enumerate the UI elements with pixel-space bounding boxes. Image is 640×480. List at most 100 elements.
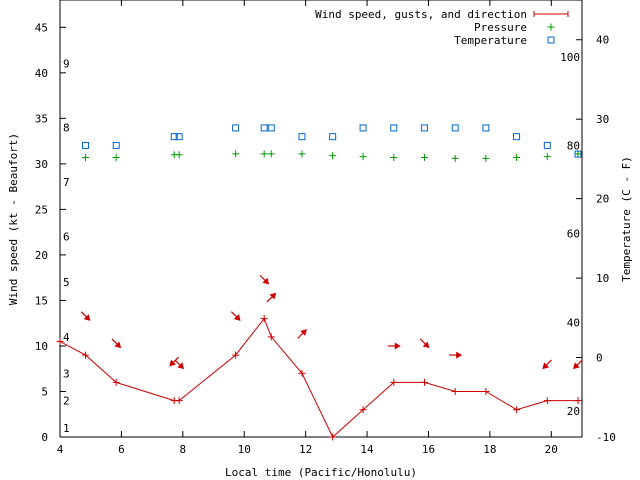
pressure-point xyxy=(482,154,490,162)
wind-arrow-head xyxy=(262,277,270,285)
wind-arrow-head xyxy=(573,362,580,370)
temperature-point xyxy=(451,124,459,132)
y-tick-label: 45 xyxy=(35,21,48,34)
beaufort-label: 4 xyxy=(63,331,70,344)
x-tick-label: 14 xyxy=(360,443,374,456)
pressure-point xyxy=(175,151,183,159)
y2-axis-label: Temperature (C - F) xyxy=(620,156,633,282)
wind-direction-arrow xyxy=(573,359,583,370)
wind-arrow-head xyxy=(114,341,122,349)
temperature-point xyxy=(420,124,428,132)
x-tick-label: 12 xyxy=(299,443,312,456)
temperature-point xyxy=(232,124,240,132)
beaufort-label: 7 xyxy=(63,176,70,189)
legend-label: Wind speed, gusts, and direction xyxy=(315,8,527,21)
pressure-point xyxy=(329,152,337,160)
beaufort-label: 8 xyxy=(63,121,70,134)
y-tick-label: 40 xyxy=(35,67,48,80)
legend-label: Pressure xyxy=(474,21,527,34)
pressure-point xyxy=(81,154,89,162)
wind-speed-line xyxy=(59,317,578,438)
pressure-point xyxy=(112,154,120,162)
y-tick-label: 25 xyxy=(35,203,48,216)
x-tick-label: 8 xyxy=(180,443,187,456)
temperature-point xyxy=(390,124,398,132)
wind-speed-point xyxy=(232,351,240,359)
legend-label: Temperature xyxy=(454,34,527,47)
y-tick-label: 0 xyxy=(41,431,48,444)
temperature-point xyxy=(543,141,551,149)
wind-speed-point xyxy=(267,333,275,341)
pressure-point xyxy=(267,150,275,158)
y2-tick-label: 20 xyxy=(596,193,609,206)
wind-speed-point xyxy=(390,378,398,386)
x-tick-label: 4 xyxy=(57,443,64,456)
wind-direction-arrow xyxy=(259,274,270,285)
x-tick-label: 10 xyxy=(238,443,251,456)
pressure-point xyxy=(260,150,268,158)
pressure-point xyxy=(298,150,306,158)
temperature-point xyxy=(482,124,490,132)
wind-speed-point xyxy=(112,378,120,386)
fahrenheit-label: 60 xyxy=(567,228,580,241)
wind-direction-arrow xyxy=(419,338,430,349)
wind-arrow-head xyxy=(269,292,277,300)
temperature-point xyxy=(298,133,306,141)
wind-arrow-head xyxy=(422,341,430,349)
fahrenheit-label: 20 xyxy=(567,405,580,418)
wind-direction-arrow xyxy=(266,292,277,303)
y-tick-label: 35 xyxy=(35,112,48,125)
legend-pressure-marker xyxy=(547,23,555,31)
wind-arrow-head xyxy=(300,329,307,336)
pressure-point xyxy=(451,154,459,162)
wind-arrow-head xyxy=(394,342,401,350)
wind-speed-point xyxy=(81,351,89,359)
wind-speed-point xyxy=(359,406,367,414)
y2-tick-label: 40 xyxy=(596,34,609,47)
y-tick-label: 15 xyxy=(35,294,48,307)
beaufort-label: 5 xyxy=(63,276,70,289)
y2-tick-label: 0 xyxy=(596,352,603,365)
wind-direction-arrow xyxy=(111,338,122,349)
y2-tick-label: 10 xyxy=(596,272,609,285)
wind-direction-arrow xyxy=(230,311,241,321)
y-tick-label: 5 xyxy=(41,385,48,398)
pressure-point xyxy=(420,154,428,162)
y2-tick-label: -10 xyxy=(596,431,616,444)
x-tick-label: 6 xyxy=(118,443,125,456)
fahrenheit-label: 40 xyxy=(567,317,580,330)
wind-direction-arrow xyxy=(449,351,463,359)
wind-speed-point xyxy=(451,387,459,395)
x-tick-label: 16 xyxy=(422,443,435,456)
temperature-point xyxy=(574,150,582,158)
plot-frame xyxy=(59,0,583,438)
wind-arrow-head xyxy=(83,314,91,321)
wind-arrow-head xyxy=(177,362,185,370)
wind-speed-point xyxy=(298,369,306,377)
wind-speed-point xyxy=(574,397,582,405)
wind-direction-arrow xyxy=(542,359,552,370)
wind-speed-point xyxy=(482,387,490,395)
x-tick-label: 18 xyxy=(483,443,496,456)
pressure-point xyxy=(390,154,398,162)
wind-speed-point xyxy=(175,397,183,405)
fahrenheit-label: 100 xyxy=(560,51,580,64)
wind-direction-arrow xyxy=(80,311,91,321)
temperature-point xyxy=(170,133,178,141)
wind-direction-arrow xyxy=(169,356,179,367)
temperature-point xyxy=(112,141,120,149)
y-tick-label: 20 xyxy=(35,249,48,262)
y-tick-label: 30 xyxy=(35,158,48,171)
temperature-point xyxy=(513,133,521,141)
legend-temperature-marker xyxy=(547,36,555,44)
x-axis-label: Local time (Pacific/Honolulu) xyxy=(225,466,417,479)
wind-direction-arrow xyxy=(387,342,401,350)
wind-direction-arrow xyxy=(174,359,185,370)
temperature-point xyxy=(175,133,183,141)
temperature-point xyxy=(267,124,275,132)
pressure-point xyxy=(543,153,551,161)
pressure-point xyxy=(232,150,240,158)
wind-speed-point xyxy=(513,406,521,414)
wind-arrow-head xyxy=(542,362,550,370)
